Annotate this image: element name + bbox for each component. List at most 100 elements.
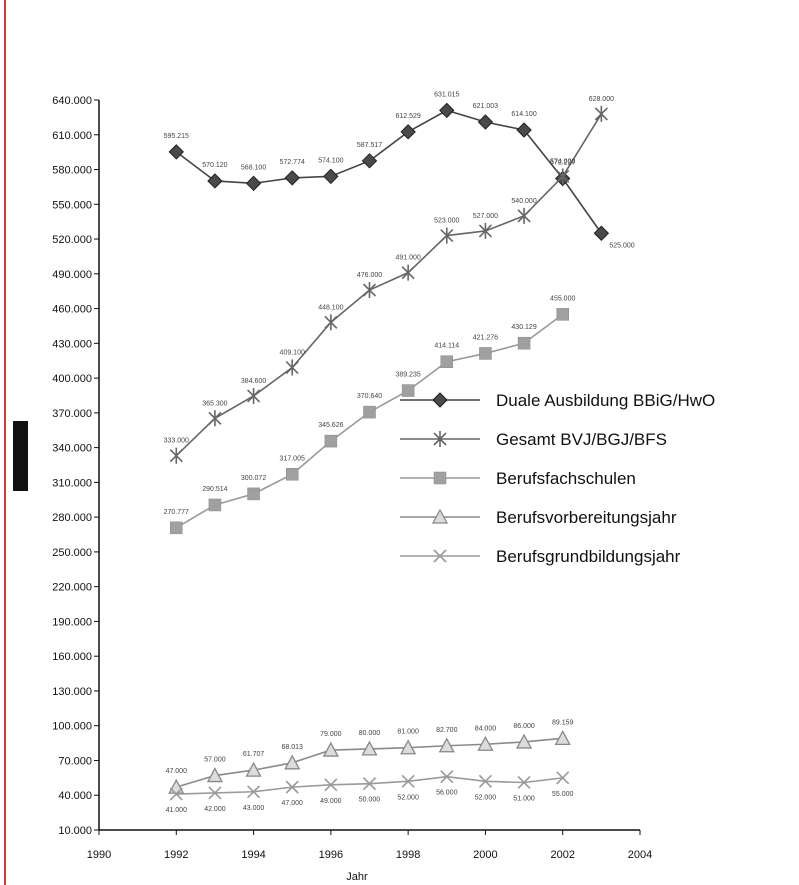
data-point-berufsgrundbildungsjahr: [208, 786, 222, 800]
data-label-berufsgrundbildungsjahr: 55.000: [552, 791, 574, 798]
data-label-berufsvorbereitungsjahr: 47.000: [166, 768, 188, 775]
x-axis-ticks: 1990 1992 1994 1996 1998 2000 2002 2004: [87, 830, 652, 861]
data-label-berufsgrundbildungsjahr: 50.000: [359, 797, 381, 804]
data-label-gesamt-bvj-bgj-bfs: 628.000: [589, 96, 614, 103]
data-label-duale-ausbildung-bbig-hwo: 587.517: [357, 142, 382, 149]
data-label-berufsvorbereitungsjahr: 82.700: [436, 727, 458, 734]
data-label-berufsgrundbildungsjahr: 49.000: [320, 798, 342, 805]
y-tick-label: 280.000: [52, 512, 92, 524]
y-axis-ticks: 640.000 610.000 580.000 550.000 520.000 490.0…: [52, 95, 99, 837]
data-label-berufsgrundbildungsjahr: 51.000: [513, 795, 535, 802]
data-point-gesamt-bvj-bgj-bfs: [440, 227, 454, 244]
series-layer: [168, 102, 610, 801]
data-label-berufsfachschulen: 414.114: [434, 343, 459, 350]
legend-label-gesamt-bvj-bgj-bfs: Gesamt BVJ/BGJ/BFS: [496, 430, 667, 449]
data-point-berufsfachschulen: [247, 487, 260, 501]
data-label-berufsfachschulen: 430.129: [511, 324, 536, 331]
legend-label-berufsgrundbildungsjahr: Berufsgrundbildungsjahr: [496, 547, 681, 566]
data-label-gesamt-bvj-bgj-bfs: 476.000: [357, 272, 382, 279]
data-point-berufsvorbereitungsjahr: [438, 737, 455, 753]
data-point-berufsvorbereitungsjahr: [554, 729, 571, 745]
series-line-berufsgrundbildungsjahr: [176, 775, 563, 795]
data-label-gesamt-bvj-bgj-bfs: 527.000: [473, 213, 498, 220]
data-label-berufsfachschulen: 370.640: [357, 393, 382, 400]
data-point-gesamt-bvj-bgj-bfs: [478, 222, 492, 239]
data-label-duale-ausbildung-bbig-hwo: 572.227: [550, 160, 575, 167]
data-point-berufsvorbereitungsjahr: [206, 767, 224, 783]
y-tick-label: 460.000: [52, 304, 92, 316]
x-axis-title: Jahr: [346, 871, 368, 883]
y-tick-label: 340.000: [52, 443, 92, 455]
legend-item-berufsgrundbildungsjahr: Berufsgrundbildungsjahr: [400, 547, 681, 566]
data-label-gesamt-bvj-bgj-bfs: 409.100: [280, 350, 305, 357]
data-label-berufsvorbereitungsjahr: 79.000: [320, 731, 342, 738]
data-label-berufsvorbereitungsjahr: 81.000: [397, 729, 419, 736]
data-point-berufsvorbereitungsjahr: [361, 740, 378, 756]
data-point-berufsvorbereitungsjahr: [168, 778, 185, 794]
y-tick-label: 100.000: [52, 721, 92, 733]
data-point-duale-ausbildung-bbig-hwo: [245, 175, 262, 192]
data-point-berufsgrundbildungsjahr: [556, 771, 570, 785]
data-label-gesamt-bvj-bgj-bfs: 448.100: [318, 304, 343, 311]
series-line-gesamt-bvj-bgj-bfs: [175, 113, 603, 457]
data-point-duale-ausbildung-bbig-hwo: [168, 144, 184, 160]
data-label-berufsfachschulen: 290.514: [202, 486, 227, 493]
legend: Duale Ausbildung BBiG/HwO Gesamt BVJ/BGJ/…: [400, 391, 715, 566]
data-point-berufsgrundbildungsjahr: [401, 774, 415, 788]
data-label-duale-ausbildung-bbig-hwo: 631.015: [434, 91, 459, 98]
data-point-gesamt-bvj-bgj-bfs: [285, 359, 299, 376]
legend-label-berufsvorbereitungsjahr: Berufsvorbereitungsjahr: [496, 508, 677, 527]
data-point-gesamt-bvj-bgj-bfs: [401, 264, 415, 281]
legend-item-duale-ausbildung-bbig-hwo: Duale Ausbildung BBiG/HwO: [400, 391, 715, 410]
data-point-gesamt-bvj-bgj-bfs: [517, 207, 531, 224]
data-label-berufsvorbereitungsjahr: 57.000: [204, 757, 226, 764]
data-label-gesamt-bvj-bgj-bfs: 540.000: [511, 198, 536, 205]
data-point-duale-ausbildung-bbig-hwo: [323, 168, 339, 185]
data-point-berufsgrundbildungsjahr: [169, 787, 183, 801]
data-point-berufsgrundbildungsjahr: [247, 785, 261, 799]
data-point-duale-ausbildung-bbig-hwo: [400, 124, 416, 140]
data-point-berufsfachschulen: [208, 498, 222, 512]
data-label-duale-ausbildung-bbig-hwo: 568.100: [241, 164, 266, 171]
data-point-duale-ausbildung-bbig-hwo: [207, 173, 223, 189]
data-point-berufsfachschulen: [324, 434, 338, 448]
y-tick-label: 370.000: [52, 408, 92, 420]
data-label-berufsvorbereitungsjahr: 61.707: [243, 751, 265, 758]
data-point-berufsfachschulen: [517, 336, 531, 350]
data-point-berufsfachschulen: [556, 308, 569, 321]
legend-label-berufsfachschulen: Berufsfachschulen: [496, 469, 636, 488]
legend-marker-duale-ausbildung-bbig-hwo: [432, 392, 448, 408]
legend-marker-berufsfachschulen: [433, 471, 447, 485]
data-label-berufsgrundbildungsjahr: 52.000: [475, 794, 497, 801]
data-label-duale-ausbildung-bbig-hwo: 572.774: [280, 159, 305, 166]
data-point-duale-ausbildung-bbig-hwo: [516, 122, 532, 138]
data-label-berufsvorbereitungsjahr: 68.013: [282, 744, 304, 751]
data-point-berufsgrundbildungsjahr: [285, 780, 299, 794]
data-label-duale-ausbildung-bbig-hwo: 570.120: [202, 162, 227, 169]
data-point-berufsvorbereitungsjahr: [477, 735, 494, 751]
data-label-berufsvorbereitungsjahr: 86.000: [513, 723, 535, 730]
y-tick-label: 130.000: [52, 686, 92, 698]
data-label-duale-ausbildung-bbig-hwo: 612.529: [395, 113, 420, 120]
data-point-berufsvorbereitungsjahr: [245, 761, 262, 777]
data-label-gesamt-bvj-bgj-bfs: 523.000: [434, 218, 459, 225]
series-duale-ausbildung-bbig-hwo: [168, 102, 610, 241]
data-label-duale-ausbildung-bbig-hwo: 614.100: [511, 111, 536, 118]
data-point-gesamt-bvj-bgj-bfs: [594, 105, 608, 122]
data-point-gesamt-bvj-bgj-bfs: [362, 282, 377, 299]
data-label-berufsgrundbildungsjahr: 42.000: [204, 806, 226, 813]
y-tick-label: 40.000: [58, 790, 92, 802]
data-point-duale-ausbildung-bbig-hwo: [361, 153, 378, 169]
data-point-gesamt-bvj-bgj-bfs: [208, 410, 222, 427]
y-tick-label: 490.000: [52, 269, 92, 281]
data-label-berufsfachschulen: 317.005: [280, 455, 305, 462]
data-point-berufsvorbereitungsjahr: [322, 741, 339, 757]
data-label-berufsvorbereitungsjahr: 84.000: [475, 725, 497, 732]
data-point-duale-ausbildung-bbig-hwo: [593, 225, 610, 241]
x-tick-label: 2000: [473, 849, 497, 861]
data-label-berufsfachschulen: 300.072: [241, 475, 266, 482]
x-tick-label: 2002: [550, 849, 574, 861]
data-point-gesamt-bvj-bgj-bfs: [169, 447, 183, 464]
legend-item-gesamt-bvj-bgj-bfs: Gesamt BVJ/BGJ/BFS: [400, 430, 667, 449]
data-point-berufsgrundbildungsjahr: [362, 777, 377, 791]
